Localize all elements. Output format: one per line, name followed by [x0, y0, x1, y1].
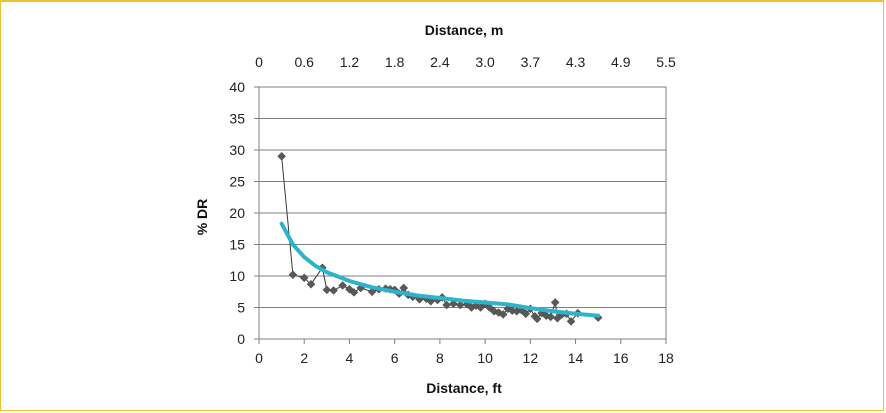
y-tick-label: 15	[229, 237, 245, 253]
y-axis: 0 5 10 15 20 25 30 35 40	[229, 79, 259, 347]
data-point	[288, 270, 298, 280]
y-tick-label: 20	[229, 205, 245, 221]
grid-lines	[259, 118, 666, 308]
data-point	[299, 273, 309, 283]
y-tick-label: 0	[237, 331, 245, 347]
y-tick-label: 10	[229, 268, 245, 284]
data-point	[277, 151, 286, 161]
data-point	[550, 298, 560, 307]
x-tick-label: 14	[568, 350, 584, 366]
data-point	[338, 281, 348, 290]
x-tick-label: 8	[436, 350, 444, 366]
x2-tick-label: 0.6	[294, 54, 314, 70]
x2-tick-label: 1.8	[385, 54, 405, 70]
data-point	[322, 285, 332, 295]
x-tick-label: 6	[391, 350, 399, 366]
x-tick-label: 4	[346, 350, 354, 366]
y-tick-label: 5	[237, 300, 245, 316]
data-series-points	[277, 151, 603, 326]
x2-tick-label: 5.5	[656, 54, 676, 70]
x2-tick-label: 3.7	[521, 54, 541, 70]
data-point	[546, 312, 556, 322]
trend-line	[279, 221, 601, 318]
x2-axis-title: Distance, m	[425, 22, 504, 38]
y-axis-title: % DR	[194, 199, 210, 236]
x2-tick-label: 0	[255, 54, 263, 70]
x2-tick-label: 2.4	[430, 54, 450, 70]
x-tick-label: 18	[658, 350, 674, 366]
x-tick-label: 2	[300, 350, 308, 366]
x2-axis: 0 0.6 1.2 1.8 2.4 3.0 3.7 4.3 4.9 5.5	[255, 54, 676, 70]
data-point	[498, 310, 508, 319]
x2-tick-label: 1.2	[340, 54, 360, 70]
y-tick-label: 40	[229, 79, 245, 95]
x-tick-label: 12	[523, 350, 539, 366]
x-tick-label: 10	[477, 350, 493, 366]
y-tick-label: 30	[229, 142, 245, 158]
y-tick-label: 35	[229, 111, 245, 127]
data-point	[532, 314, 542, 324]
x-tick-label: 0	[255, 350, 263, 366]
data-point	[306, 279, 316, 289]
x-axis-title: Distance, ft	[426, 380, 502, 396]
x2-tick-label: 4.3	[566, 54, 586, 70]
x2-tick-label: 3.0	[475, 54, 495, 70]
trend-line-group	[279, 221, 601, 318]
x-axis: 0 2 4 6 8 10 12 14 16 18	[255, 339, 674, 366]
x2-tick-label: 4.9	[611, 54, 631, 70]
y-tick-label: 25	[229, 174, 245, 190]
data-point	[329, 286, 338, 295]
data-point	[349, 288, 359, 297]
data-point	[455, 300, 465, 310]
data-point	[566, 317, 576, 326]
data-point	[521, 309, 531, 319]
x-tick-label: 16	[613, 350, 629, 366]
